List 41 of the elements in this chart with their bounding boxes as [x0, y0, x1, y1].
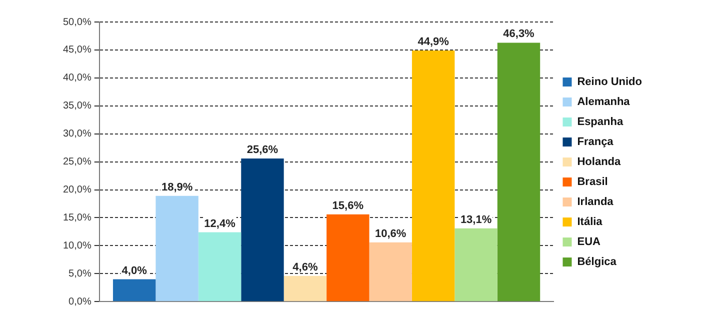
y-tick-label: 0,0% [68, 296, 92, 308]
legend-label: Alemanha [577, 96, 631, 108]
bar [198, 232, 242, 302]
data-label: 4,0% [122, 264, 148, 277]
bar [412, 50, 455, 302]
bar [369, 242, 412, 302]
data-label: 4,6% [292, 261, 318, 274]
data-label: 12,4% [204, 218, 236, 230]
y-tick-label: 35,0% [62, 100, 92, 112]
legend-label: Holanda [577, 156, 622, 168]
legend-label: França [577, 136, 614, 148]
y-tick-label: 15,0% [62, 212, 92, 224]
legend-label: Reino Unido [577, 76, 642, 88]
bar [241, 158, 284, 302]
bar [112, 279, 156, 302]
y-tick-label: 25,0% [62, 156, 92, 168]
bar [454, 228, 498, 302]
data-label: 44,9% [418, 36, 450, 48]
y-tick-label: 20,0% [62, 184, 92, 196]
data-label: 46,3% [503, 28, 535, 40]
data-label: 10,6% [375, 228, 406, 240]
legend-label: Itália [577, 216, 604, 228]
legend-label: EUA [577, 236, 601, 248]
legend-label: Bélgica [577, 256, 618, 268]
y-tick-label: 10,0% [62, 240, 92, 252]
y-tick-label: 45,0% [62, 44, 92, 56]
data-label: 13,1% [460, 214, 492, 226]
data-label: 25,6% [246, 144, 278, 156]
bar [326, 214, 370, 302]
legend-label: Irlanda [577, 196, 614, 208]
y-tick-label: 40,0% [62, 72, 92, 84]
data-label: 15,6% [332, 200, 364, 212]
bar [284, 276, 327, 302]
y-tick-label: 5,0% [68, 268, 92, 280]
y-tick-label: 30,0% [62, 128, 92, 140]
bar [497, 42, 540, 302]
data-label: 18,9% [161, 181, 193, 194]
legend-label: Espanha [577, 116, 624, 128]
legend-label: Brasil [577, 176, 608, 188]
y-tick-label: 50,0% [62, 16, 92, 28]
bar [156, 196, 198, 302]
